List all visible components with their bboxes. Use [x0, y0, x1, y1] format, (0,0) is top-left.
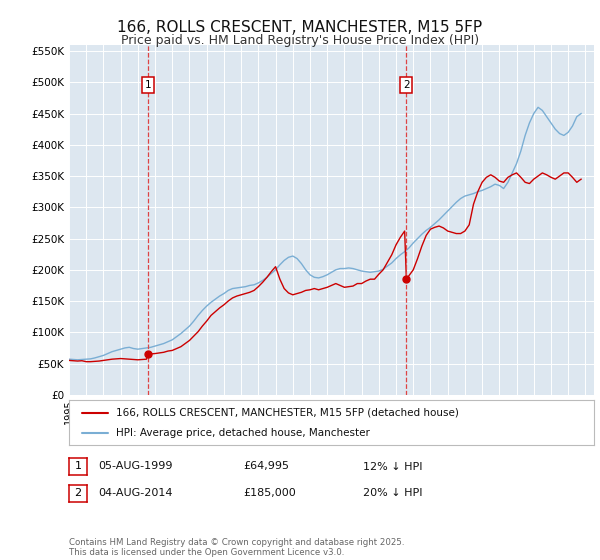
Text: 1: 1	[145, 80, 151, 90]
Text: 2: 2	[403, 80, 410, 90]
Text: 05-AUG-1999: 05-AUG-1999	[98, 461, 172, 472]
Text: 12% ↓ HPI: 12% ↓ HPI	[363, 461, 422, 472]
Text: HPI: Average price, detached house, Manchester: HPI: Average price, detached house, Manc…	[116, 428, 370, 438]
Text: £185,000: £185,000	[243, 488, 296, 498]
Text: 166, ROLLS CRESCENT, MANCHESTER, M15 5FP (detached house): 166, ROLLS CRESCENT, MANCHESTER, M15 5FP…	[116, 408, 459, 418]
Text: 1: 1	[74, 461, 82, 472]
Text: £64,995: £64,995	[243, 461, 289, 472]
Text: 2: 2	[74, 488, 82, 498]
Text: Contains HM Land Registry data © Crown copyright and database right 2025.
This d: Contains HM Land Registry data © Crown c…	[69, 538, 404, 557]
Text: 166, ROLLS CRESCENT, MANCHESTER, M15 5FP: 166, ROLLS CRESCENT, MANCHESTER, M15 5FP	[118, 20, 482, 35]
Text: Price paid vs. HM Land Registry's House Price Index (HPI): Price paid vs. HM Land Registry's House …	[121, 34, 479, 46]
Text: 20% ↓ HPI: 20% ↓ HPI	[363, 488, 422, 498]
Text: 04-AUG-2014: 04-AUG-2014	[98, 488, 172, 498]
